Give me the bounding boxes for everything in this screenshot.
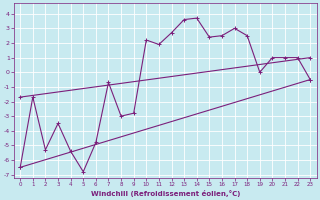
X-axis label: Windchill (Refroidissement éolien,°C): Windchill (Refroidissement éolien,°C) (91, 190, 240, 197)
